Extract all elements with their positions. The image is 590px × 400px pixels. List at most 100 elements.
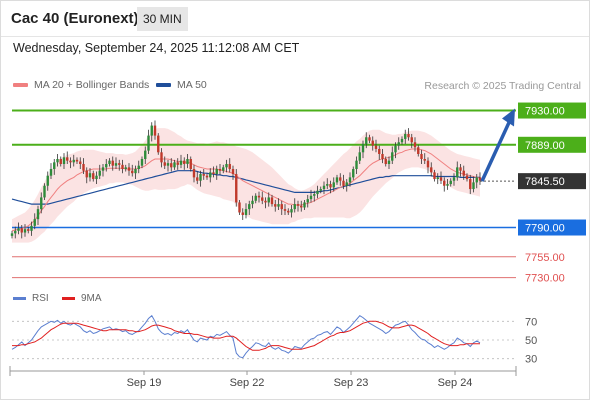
rsi-label: RSI xyxy=(32,293,49,304)
candle-body xyxy=(456,167,459,178)
candle-body xyxy=(384,158,387,165)
timeframe-badge[interactable]: 30 MIN xyxy=(137,7,188,31)
x-label-3: Sep 24 xyxy=(438,377,473,389)
candle-body xyxy=(118,163,121,165)
header-bar: Cac 40 (Euronext) 30 MIN xyxy=(0,0,590,37)
x-label-2: Sep 23 xyxy=(334,377,369,389)
candle-body xyxy=(225,164,228,168)
level-label-7755.00: 7755.00 xyxy=(525,252,565,264)
candle-body xyxy=(290,209,293,213)
candle-body xyxy=(189,158,192,170)
candle-body xyxy=(199,174,202,181)
candle-body xyxy=(30,225,33,231)
candle-body xyxy=(248,204,251,210)
rsi-line xyxy=(11,314,481,359)
candle-body xyxy=(280,204,283,210)
candle-body xyxy=(218,169,222,171)
candle-body xyxy=(17,228,20,231)
candle-body xyxy=(140,158,144,166)
ma20-label: MA 20 + Bollinger Bands xyxy=(34,79,150,91)
candle-body xyxy=(391,152,394,161)
rsi-tick-30: 30 xyxy=(525,354,537,366)
candle-body xyxy=(355,160,358,170)
candle-body xyxy=(238,202,241,213)
candle-body xyxy=(374,145,378,149)
instrument-title: Cac 40 (Euronext) xyxy=(11,10,139,27)
candle-body xyxy=(459,167,462,171)
candle-body xyxy=(179,160,183,165)
candle-body xyxy=(465,175,469,180)
candle-body xyxy=(449,180,452,185)
candle-body xyxy=(95,175,98,180)
candle-body xyxy=(410,137,413,143)
candle-body xyxy=(309,195,313,200)
candle-body xyxy=(92,173,95,180)
candle-body xyxy=(313,194,316,196)
rsi-tick-70: 70 xyxy=(525,316,537,328)
candle-body xyxy=(293,204,296,210)
rsi-ma9-line xyxy=(12,320,480,351)
candle-body xyxy=(345,182,348,186)
legend-ma50: MA 50 xyxy=(156,79,207,91)
candle-body xyxy=(371,140,374,146)
level-label-7930.00: 7930.00 xyxy=(525,106,565,118)
candle-body xyxy=(439,177,443,181)
candle-body xyxy=(228,164,231,170)
candle-body xyxy=(274,204,277,207)
candle-body xyxy=(332,182,335,188)
candle-body xyxy=(108,160,111,165)
candle-body xyxy=(264,200,267,203)
candle-body xyxy=(69,160,72,163)
candle-body xyxy=(66,157,69,161)
candle-body xyxy=(144,150,147,159)
candle-body xyxy=(430,167,433,173)
candle-body xyxy=(85,170,88,178)
candle-body xyxy=(319,189,322,191)
candle-body xyxy=(127,167,131,171)
header-divider xyxy=(0,36,590,37)
candle-body xyxy=(23,229,27,233)
x-label-0: Sep 19 xyxy=(127,377,162,389)
candle-body xyxy=(300,205,303,208)
candle-body xyxy=(306,199,309,203)
candle-body xyxy=(303,202,306,208)
ma9-label: 9MA xyxy=(81,293,102,304)
ma50-line xyxy=(11,170,480,205)
candle-body xyxy=(105,164,108,168)
candle-body xyxy=(257,195,261,198)
level-tag-7790.00 xyxy=(518,219,586,236)
candle-body xyxy=(59,158,62,165)
candle-body xyxy=(36,209,40,220)
candle-body xyxy=(283,209,287,211)
candle-body xyxy=(231,169,235,175)
candle-body xyxy=(160,152,163,163)
candle-body xyxy=(267,197,270,203)
candle-body xyxy=(361,143,365,153)
candle-body xyxy=(423,158,426,161)
candle-body xyxy=(316,190,319,195)
candle-body xyxy=(339,177,342,181)
candle-body xyxy=(378,148,381,154)
candle-body xyxy=(150,125,153,136)
candle-body xyxy=(196,177,199,181)
candle-body xyxy=(163,162,166,166)
candle-body xyxy=(137,165,140,170)
candle-body xyxy=(134,169,137,174)
rsi-tick-50: 50 xyxy=(525,335,537,347)
candle-body xyxy=(469,179,472,190)
ma20-swatch xyxy=(13,83,28,88)
candle-body xyxy=(443,180,446,186)
candle-body xyxy=(335,177,339,183)
candle-body xyxy=(413,142,417,148)
candle-body xyxy=(296,204,300,206)
candle-body xyxy=(186,158,189,165)
candle-body xyxy=(20,228,23,233)
candle-body xyxy=(111,160,114,166)
candle-body xyxy=(251,200,254,205)
candle-body xyxy=(173,162,176,168)
candle-body xyxy=(348,177,352,183)
x-label-1: Sep 22 xyxy=(230,377,265,389)
candle-body xyxy=(433,172,436,180)
candle-body xyxy=(147,135,150,151)
